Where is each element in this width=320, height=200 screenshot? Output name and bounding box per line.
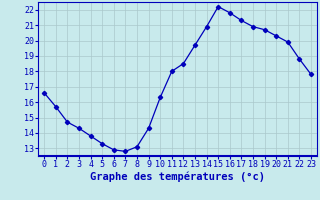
X-axis label: Graphe des températures (°c): Graphe des températures (°c) xyxy=(90,172,265,182)
